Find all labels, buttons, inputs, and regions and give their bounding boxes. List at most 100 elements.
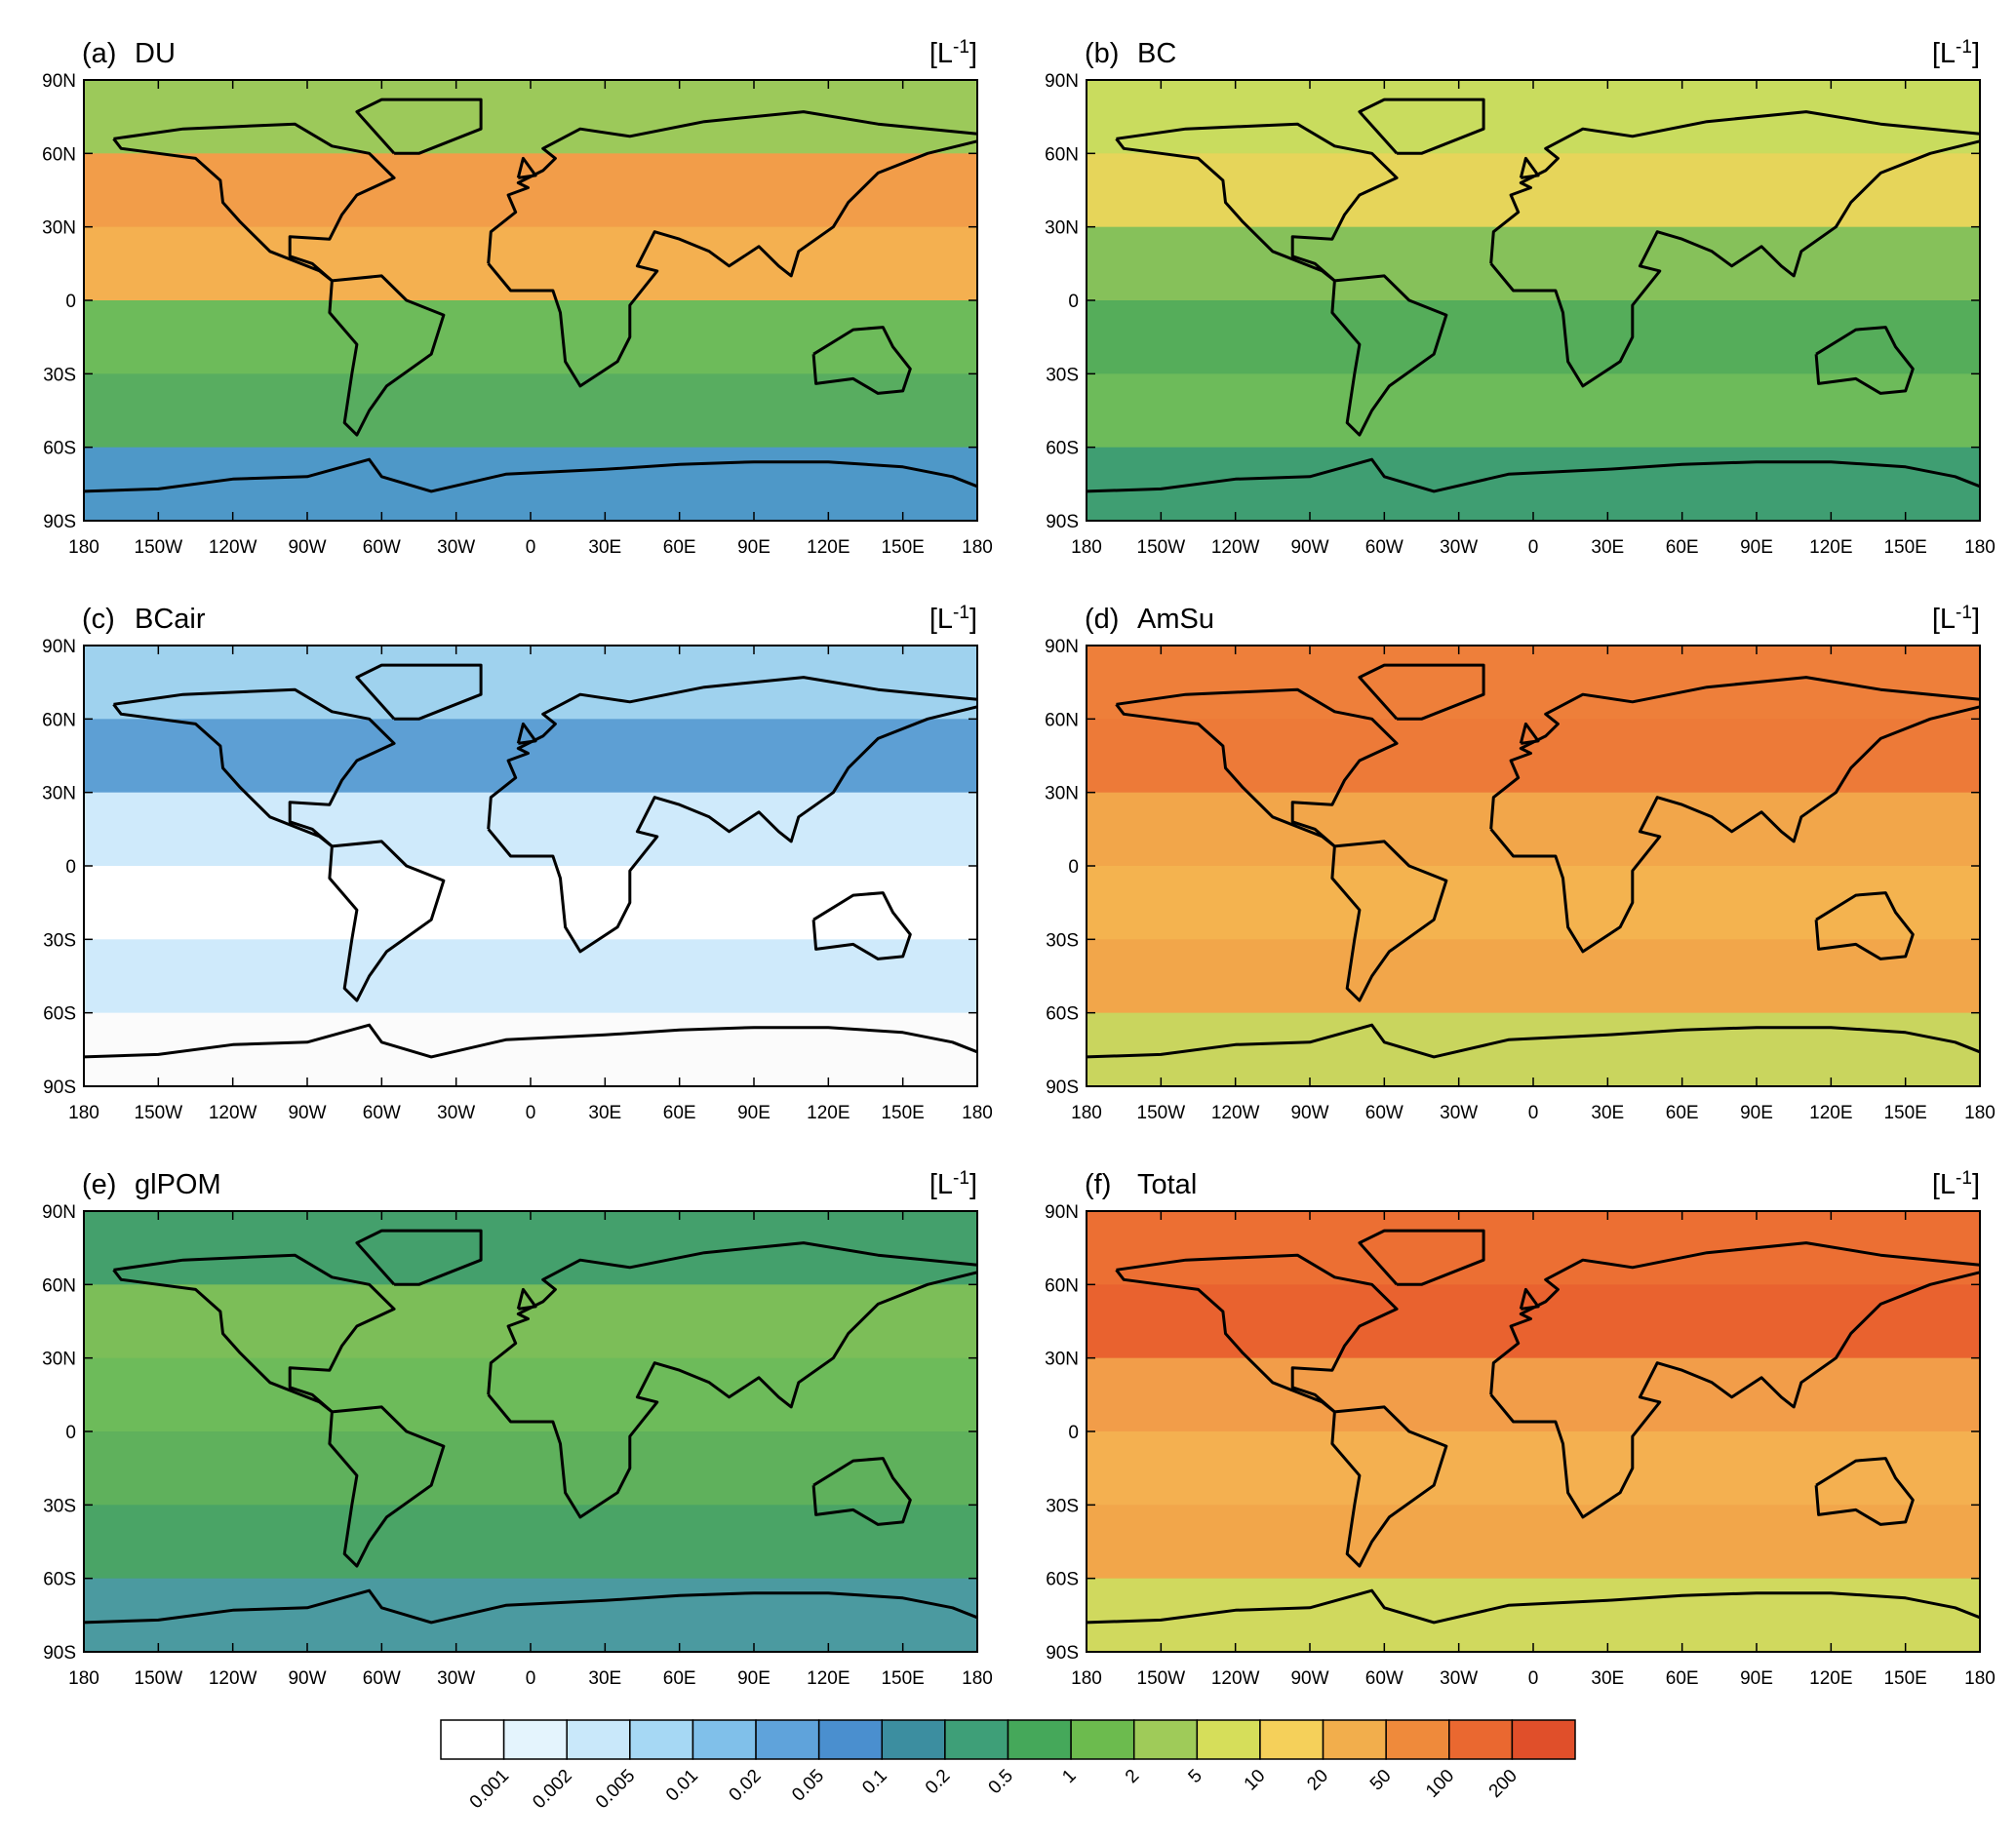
lat-tick-label: 30S (43, 1496, 76, 1516)
coastline (1330, 1405, 1448, 1568)
field-band (1087, 300, 1980, 374)
colorbar-label: 0.5 (985, 1766, 1018, 1799)
lon-tick-label: 60W (1365, 537, 1403, 558)
unit-exponent: -1 (953, 603, 969, 623)
field-band (1087, 1012, 1980, 1087)
lon-tick-label: 30W (437, 1103, 475, 1123)
lon-tick-label: 30E (1591, 1668, 1624, 1689)
unit: [L-1] (1932, 1168, 1980, 1200)
unit-exponent: -1 (953, 37, 969, 58)
colorbar-label: 0.02 (726, 1766, 766, 1806)
lon-tick-label: 120E (807, 1103, 850, 1123)
panel-name: BCair (135, 604, 206, 635)
lat-tick-label: 60S (1046, 1570, 1079, 1590)
lat-tick-label: 60N (42, 710, 76, 730)
lat-tick-label: 30N (1045, 218, 1079, 239)
lat-tick-label: 90N (1045, 637, 1079, 657)
unit-open: [L (1932, 1169, 1956, 1200)
coastline (1330, 274, 1448, 437)
lon-tick-label: 60W (363, 537, 401, 558)
lon-tick-label: 180 (1964, 1103, 1996, 1123)
coastline (112, 1253, 396, 1414)
map-panel: (c) BCair [L-1] 180 150W 120W 90W 60W 30W 0 30E 60E… (42, 603, 993, 1123)
colorbar-label: 5 (1185, 1766, 1206, 1787)
lon-tick-label: 30W (1440, 537, 1478, 558)
field-band (84, 1505, 977, 1580)
lon-tick-label: 90W (1290, 1103, 1328, 1123)
coastline (811, 326, 912, 395)
field-band (84, 373, 977, 449)
lon-tick-label: 180 (962, 537, 993, 558)
field-band (84, 300, 977, 374)
panel-label: (a) (82, 38, 116, 69)
unit-open: [L (1932, 604, 1956, 635)
coastline (1358, 1229, 1485, 1286)
unit-close: ] (969, 1169, 977, 1200)
coastline (1489, 110, 1981, 264)
colorbar-label: 1 (1058, 1766, 1080, 1787)
panel-label: (c) (82, 604, 115, 635)
field-band (84, 1431, 977, 1506)
lon-tick-label: 150E (881, 537, 924, 558)
coastline (1330, 840, 1448, 1002)
panel-name: DU (135, 38, 176, 69)
colorbar-box (1132, 1719, 1199, 1760)
field-band (1087, 866, 1980, 940)
lat-tick-label: 30N (42, 1350, 76, 1370)
lon-tick-label: 60E (663, 537, 696, 558)
field-band (84, 1012, 977, 1087)
coastline (1086, 457, 1981, 493)
lon-tick-label: 180 (68, 1668, 99, 1689)
colorbar-label: 200 (1485, 1766, 1522, 1802)
field-band (1087, 719, 1980, 794)
lon-tick-label: 60E (1666, 1103, 1699, 1123)
field-band (1087, 373, 1980, 449)
lon-tick-label: 150E (1883, 1103, 1926, 1123)
field-band (84, 719, 977, 794)
colorbar-label: 0.05 (788, 1766, 828, 1806)
lon-tick-label: 120W (1211, 537, 1260, 558)
coastline (1489, 139, 1981, 388)
lon-tick-label: 30E (588, 1103, 621, 1123)
lat-tick-label: 60N (1045, 1275, 1079, 1296)
lon-tick-label: 90E (1740, 1103, 1773, 1123)
coastline (811, 1457, 912, 1526)
colorbar-box (502, 1719, 568, 1760)
colorbar-box (1007, 1719, 1072, 1760)
lon-tick-label: 150E (881, 1103, 924, 1123)
lat-tick-label: 60N (1045, 144, 1079, 165)
coastline (112, 687, 396, 848)
lat-tick-label: 60S (43, 439, 76, 459)
lon-tick-label: 60W (363, 1668, 401, 1689)
field-band (1087, 792, 1980, 867)
lon-tick-label: 90W (288, 1103, 326, 1123)
colorbar-box (629, 1719, 694, 1760)
lon-tick-label: 120E (807, 1668, 850, 1689)
lat-tick-label: 30N (1045, 1350, 1079, 1370)
colorbar-box (692, 1719, 757, 1760)
unit-open: [L (1932, 38, 1956, 69)
map-panel: (e) glPOM [L-1] 180 150W 120W 90W 60W 30W 0 30E 60E… (42, 1168, 993, 1689)
lon-tick-label: 180 (962, 1103, 993, 1123)
coastline (83, 457, 978, 493)
lat-tick-label: 30N (42, 784, 76, 804)
lat-tick-label: 60S (1046, 439, 1079, 459)
lon-tick-label: 180 (1071, 1668, 1102, 1689)
lon-tick-label: 60E (1666, 537, 1699, 558)
colorbar-label: 0.001 (466, 1766, 513, 1813)
coastline (1358, 663, 1485, 721)
lat-tick-label: 0 (1068, 1423, 1079, 1443)
coastline (1115, 122, 1399, 283)
coastline (487, 1241, 978, 1395)
coastline (1489, 676, 1981, 830)
panel-label: (b) (1085, 38, 1119, 69)
colorbar-label: 0.005 (592, 1766, 639, 1813)
field-band (84, 1284, 977, 1359)
field-band (84, 1357, 977, 1432)
coastline (1814, 326, 1915, 395)
coastline (516, 1287, 537, 1311)
panel-name: Total (1137, 1169, 1197, 1200)
lon-tick-label: 30E (588, 1668, 621, 1689)
lon-tick-label: 150W (135, 537, 183, 558)
colorbar-box (440, 1719, 505, 1760)
